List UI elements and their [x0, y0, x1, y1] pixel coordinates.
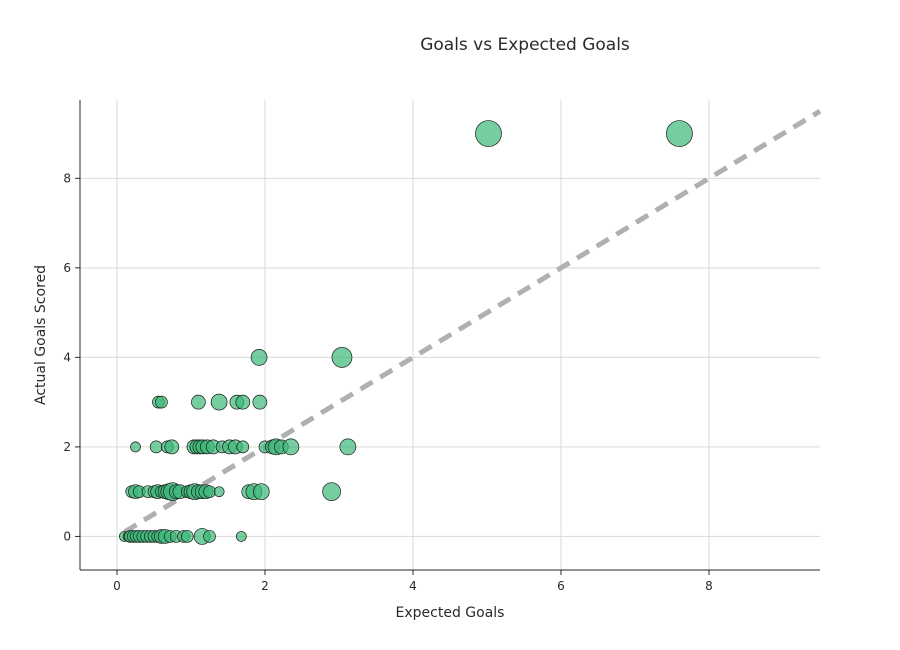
- data-point: [149, 440, 163, 454]
- axes: 0 2 4 6 8 0 2 4 6 8: [63, 100, 820, 593]
- reference-line-group: [123, 109, 822, 535]
- data-point: [130, 441, 141, 453]
- data-point: [210, 393, 228, 411]
- y-tick-label: 2: [63, 440, 71, 454]
- data-point: [213, 486, 225, 498]
- chart-title: Goals vs Expected Goals: [420, 35, 630, 55]
- data-point: [322, 482, 341, 502]
- data-point: [339, 438, 357, 456]
- data-point: [191, 394, 206, 410]
- data-point: [252, 483, 270, 501]
- x-tick-label: 4: [409, 579, 417, 593]
- data-point: [252, 394, 268, 410]
- data-point: [666, 120, 693, 147]
- data-point: [164, 439, 180, 455]
- x-tick-label: 6: [557, 579, 565, 593]
- reference-line: [123, 109, 822, 535]
- y-tick-label: 6: [63, 261, 71, 275]
- data-point: [155, 395, 168, 409]
- y-tick-label: 0: [63, 529, 71, 543]
- data-point: [250, 349, 268, 366]
- x-tick-label: 8: [705, 579, 713, 593]
- data-point: [236, 440, 250, 454]
- x-axis-title: Expected Goals: [396, 605, 505, 621]
- data-point: [331, 347, 353, 368]
- data-point: [235, 531, 247, 542]
- data-point: [203, 530, 216, 543]
- y-tick-label: 8: [63, 171, 71, 185]
- x-tick-label: 2: [261, 579, 269, 593]
- y-axis-title: Actual Goals Scored: [33, 265, 49, 405]
- x-tick-label: 0: [113, 579, 121, 593]
- data-points: [119, 120, 693, 545]
- data-point: [180, 530, 194, 543]
- data-point: [235, 394, 251, 410]
- data-point: [282, 438, 300, 456]
- y-tick-label: 4: [63, 350, 71, 364]
- data-point: [203, 485, 216, 499]
- data-point: [475, 120, 502, 147]
